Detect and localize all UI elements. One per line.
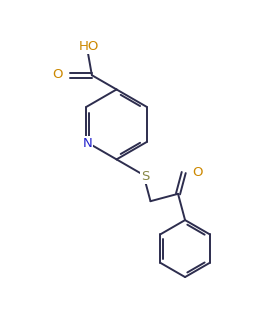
Text: N: N — [83, 137, 92, 151]
Text: HO: HO — [79, 40, 99, 53]
Text: S: S — [141, 170, 150, 183]
Text: O: O — [192, 166, 203, 179]
Text: O: O — [52, 68, 63, 81]
